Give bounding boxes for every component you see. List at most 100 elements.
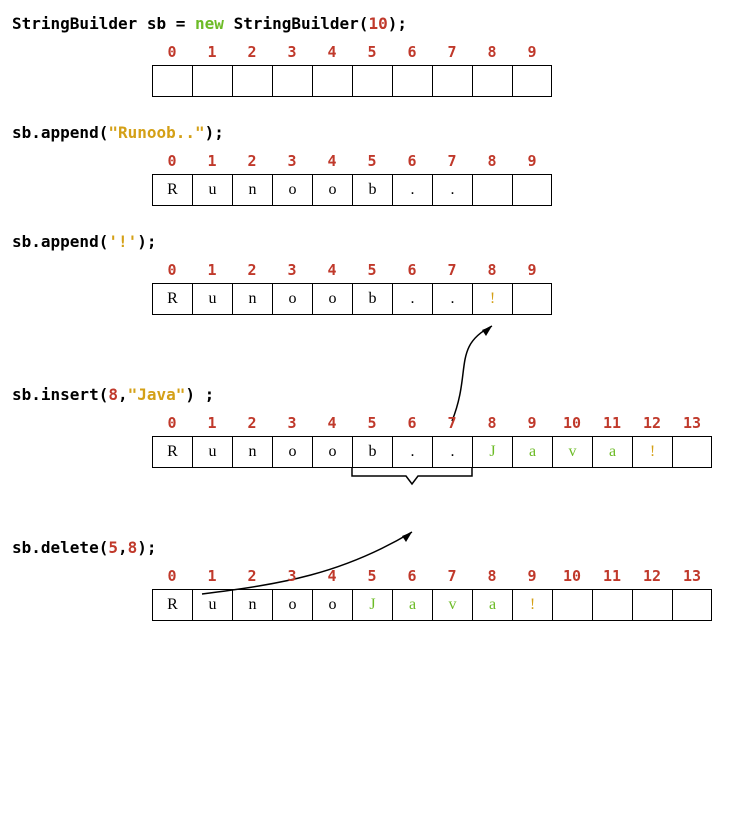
index-row: 0123456789	[152, 152, 729, 174]
array-cell: R	[152, 436, 192, 468]
array-diagram-inner: 012345678910111213RunooJava!	[152, 567, 729, 621]
code-line: sb.delete(5,8);	[12, 538, 729, 557]
array-diagram: 0123456789	[12, 43, 729, 97]
array-cell	[552, 589, 592, 621]
array-index: 7	[432, 43, 472, 61]
array-index: 12	[632, 567, 672, 585]
code-token: sb.append(	[12, 232, 108, 251]
array-index: 1	[192, 261, 232, 279]
array-diagram: 012345678910111213RunooJava!	[12, 567, 729, 621]
array-index: 0	[152, 414, 192, 432]
array-index: 1	[192, 152, 232, 170]
code-token: sb.insert(	[12, 385, 108, 404]
array-diagram-inner: 0123456789Runoob..!	[152, 261, 729, 315]
code-token: ,	[118, 538, 128, 557]
array-index: 8	[472, 43, 512, 61]
code-token: "Java"	[128, 385, 186, 404]
array-cell	[472, 174, 512, 206]
array-cell: R	[152, 283, 192, 315]
array-cell: u	[192, 174, 232, 206]
array-index: 4	[312, 152, 352, 170]
array-index: 0	[152, 43, 192, 61]
cell-row: Runoob..Java!	[152, 436, 729, 468]
cell-row: RunooJava!	[152, 589, 729, 621]
array-cell	[512, 65, 552, 97]
array-cell	[312, 65, 352, 97]
code-line: sb.insert(8,"Java") ;	[12, 385, 729, 404]
array-diagram-inner: 0123456789	[152, 43, 729, 97]
array-index: 11	[592, 567, 632, 585]
cell-row	[152, 65, 729, 97]
code-token: sb.append(	[12, 123, 108, 142]
array-cell: a	[592, 436, 632, 468]
array-cell	[232, 65, 272, 97]
array-cell: u	[192, 283, 232, 315]
cell-row: Runoob..!	[152, 283, 729, 315]
array-cell: n	[232, 589, 272, 621]
code-token: "Runoob.."	[108, 123, 204, 142]
code-token: 5	[108, 538, 118, 557]
array-cell: !	[472, 283, 512, 315]
array-index: 3	[272, 43, 312, 61]
array-index: 2	[232, 261, 272, 279]
array-cell	[152, 65, 192, 97]
array-cell: a	[472, 589, 512, 621]
array-cell	[672, 436, 712, 468]
array-index: 2	[232, 43, 272, 61]
code-token: '!'	[108, 232, 137, 251]
array-cell: o	[312, 436, 352, 468]
index-row: 0123456789	[152, 43, 729, 65]
array-cell: u	[192, 436, 232, 468]
code-token: ) ;	[185, 385, 214, 404]
array-index: 0	[152, 261, 192, 279]
array-cell: o	[312, 174, 352, 206]
array-index: 9	[512, 43, 552, 61]
code-token: );	[388, 14, 407, 33]
array-index: 8	[472, 261, 512, 279]
array-cell: n	[232, 174, 272, 206]
array-cell	[632, 589, 672, 621]
array-index: 9	[512, 261, 552, 279]
array-cell: o	[272, 436, 312, 468]
array-cell: .	[432, 436, 472, 468]
array-index: 7	[432, 152, 472, 170]
array-cell	[272, 65, 312, 97]
code-token: 8	[108, 385, 118, 404]
array-cell: J	[472, 436, 512, 468]
array-cell: o	[312, 283, 352, 315]
array-cell	[432, 65, 472, 97]
array-index: 3	[272, 567, 312, 585]
array-cell: .	[392, 174, 432, 206]
array-index: 7	[432, 567, 472, 585]
array-index: 1	[192, 414, 232, 432]
array-diagram: 012345678910111213Runoob..Java!	[12, 414, 729, 468]
array-diagram: 0123456789Runoob..	[12, 152, 729, 206]
array-index: 8	[472, 567, 512, 585]
array-cell: v	[552, 436, 592, 468]
array-cell	[592, 589, 632, 621]
array-cell: b	[352, 174, 392, 206]
array-index: 5	[352, 261, 392, 279]
array-diagram-inner: 012345678910111213Runoob..Java!	[152, 414, 729, 468]
array-cell: .	[432, 174, 472, 206]
array-index: 6	[392, 43, 432, 61]
array-index: 13	[672, 414, 712, 432]
array-index: 6	[392, 567, 432, 585]
array-cell: R	[152, 174, 192, 206]
array-index: 3	[272, 152, 312, 170]
array-index: 3	[272, 414, 312, 432]
array-cell	[352, 65, 392, 97]
array-cell: .	[432, 283, 472, 315]
array-cell	[672, 589, 712, 621]
array-cell: n	[232, 436, 272, 468]
array-index: 3	[272, 261, 312, 279]
array-index: 12	[632, 414, 672, 432]
array-cell	[392, 65, 432, 97]
array-diagram: 0123456789Runoob..!	[12, 261, 729, 315]
code-line: sb.append('!');	[12, 232, 729, 251]
code-token: );	[205, 123, 224, 142]
array-index: 5	[352, 567, 392, 585]
array-cell: b	[352, 436, 392, 468]
array-cell: .	[392, 283, 432, 315]
array-cell: o	[312, 589, 352, 621]
